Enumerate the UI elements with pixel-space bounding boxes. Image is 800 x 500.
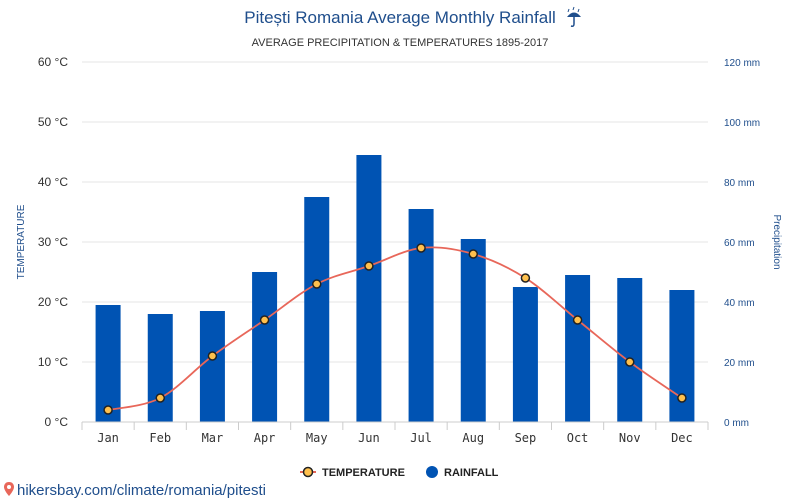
rainfall-bar[interactable] <box>95 305 121 422</box>
x-tick-label: Jul <box>410 431 432 445</box>
grid-lines <box>82 61 708 423</box>
x-tick-label: Mar <box>202 431 224 445</box>
x-tick-label: Feb <box>149 431 171 445</box>
temperature-point[interactable] <box>677 393 687 403</box>
right-tick-label: 80 mm <box>724 178 755 189</box>
left-tick-label: 0 °C <box>45 415 69 429</box>
rainfall-bar[interactable] <box>460 239 486 422</box>
rainfall-bar[interactable] <box>147 314 173 422</box>
temperature-marker-icon <box>302 466 314 478</box>
left-tick-label: 60 °C <box>38 55 68 69</box>
y-axis-label-right: Precipitation <box>771 214 782 269</box>
right-tick-label: 40 mm <box>724 298 755 309</box>
footer-link[interactable]: hikersbay.com/climate/romania/pitesti <box>17 482 266 499</box>
rainfall-bar[interactable] <box>199 311 225 422</box>
right-tick-label: 0 mm <box>724 418 749 429</box>
rainfall-bar[interactable] <box>304 197 330 422</box>
x-tick-label: May <box>306 431 328 445</box>
rainfall-bar[interactable] <box>356 155 382 422</box>
legend-item-rainfall[interactable]: RAINFALL <box>426 466 499 479</box>
temperature-point[interactable] <box>625 357 635 367</box>
x-tick-label: Jan <box>97 431 119 445</box>
right-tick-label: 20 mm <box>724 358 755 369</box>
x-tick-label: Jun <box>358 431 380 445</box>
x-tick-label: Sep <box>515 431 537 445</box>
location-pin-icon <box>4 482 14 496</box>
temperature-point[interactable] <box>155 393 165 403</box>
right-axis-ticks: 0 mm 20 mm 40 mm 60 mm 80 mm 100 mm 120 mm <box>724 58 760 429</box>
umbrella-rain-icon <box>567 6 581 27</box>
temperature-curve <box>107 246 683 411</box>
x-tick-label: Apr <box>254 431 276 445</box>
footer-link-group[interactable]: hikersbay.com/climate/romania/pitesti <box>4 482 266 499</box>
temperature-point[interactable] <box>207 351 218 361</box>
left-tick-label: 50 °C <box>38 115 68 129</box>
left-tick-label: 10 °C <box>38 355 68 369</box>
legend-label-temperature: TEMPERATURE <box>322 467 405 479</box>
temperature-line <box>103 243 687 415</box>
legend-item-temperature[interactable]: TEMPERATURE <box>300 466 405 479</box>
x-axis: Jan Feb Mar Apr May Jun Jul Aug Sep Oct Nov Dec <box>81 421 709 445</box>
y-axis-label-left: TEMPERATURE <box>16 204 27 279</box>
temperature-point[interactable] <box>103 405 113 415</box>
x-tick-label: Nov <box>619 431 641 445</box>
left-tick-label: 20 °C <box>38 295 68 309</box>
rainfall-bars <box>95 155 695 422</box>
legend: TEMPERATURE RAINFALL <box>300 466 499 479</box>
temperature-point[interactable] <box>520 273 531 283</box>
rainfall-marker-icon <box>426 466 438 478</box>
chart-subtitle: AVERAGE PRECIPITATION & TEMPERATURES 189… <box>252 37 549 49</box>
rainfall-bar[interactable] <box>512 287 538 422</box>
temperature-point[interactable] <box>572 315 583 325</box>
temperature-point[interactable] <box>416 243 426 253</box>
rainfall-bar[interactable] <box>252 272 278 422</box>
chart-title: Pitești Romania Average Monthly Rainfall <box>244 8 556 27</box>
right-tick-label: 100 mm <box>724 118 760 129</box>
temperature-point[interactable] <box>364 261 374 271</box>
rainfall-bar[interactable] <box>617 278 643 422</box>
x-tick-label: Dec <box>671 431 693 445</box>
left-tick-label: 40 °C <box>38 175 68 189</box>
rainfall-bar[interactable] <box>565 275 591 422</box>
legend-label-rainfall: RAINFALL <box>444 467 499 479</box>
right-tick-label: 60 mm <box>724 238 755 249</box>
temperature-point[interactable] <box>312 279 322 289</box>
right-tick-label: 120 mm <box>724 58 760 69</box>
temperature-point[interactable] <box>259 315 270 325</box>
x-tick-label: Oct <box>567 431 589 445</box>
x-tick-label: Aug <box>462 431 484 445</box>
left-tick-label: 30 °C <box>38 235 68 249</box>
rainfall-bar[interactable] <box>408 209 434 422</box>
left-axis-ticks: 0 °C 10 °C 20 °C 30 °C 40 °C 50 °C 60 °C <box>38 55 68 429</box>
temperature-point[interactable] <box>468 249 478 259</box>
